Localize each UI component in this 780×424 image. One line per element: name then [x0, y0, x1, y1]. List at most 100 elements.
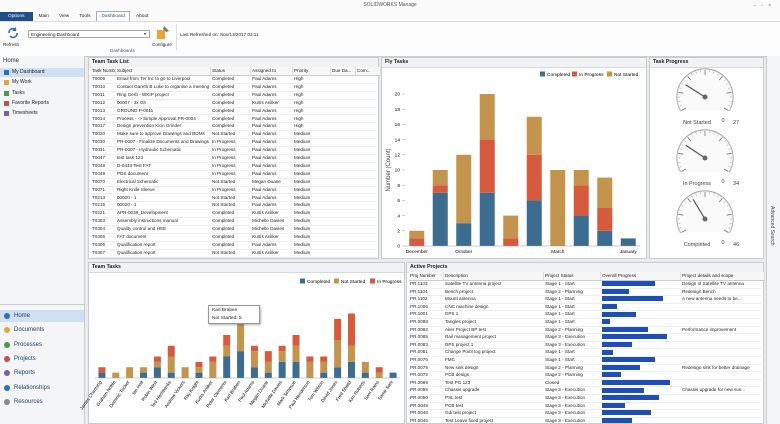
table-cell: Paul Adams: [252, 91, 277, 97]
table-row[interactable]: PR.1102 Mount antenna Stage 1 - Start A new…: [409, 295, 761, 304]
menu-tab[interactable]: About: [135, 13, 149, 19]
nav-item[interactable]: Reports: [0, 367, 84, 379]
table-row[interactable]: T0010 Contact Gareth B Luke to organise a…: [91, 83, 376, 92]
table-row[interactable]: T0306 Qualification report Completed Paul A…: [91, 241, 376, 250]
table-cell: APR-0038_Development: [117, 210, 168, 216]
table-row[interactable]: T0221 APR-0038_Development Completed Kurtis…: [91, 209, 376, 219]
table-row[interactable]: T0012 00007 - 3x Gh Completed Kurtis Anlike…: [91, 99, 376, 108]
table-row[interactable]: PR.0081 Change Point tog project Stage 1 -…: [409, 348, 761, 357]
table-row[interactable]: PR.0075 New sink design Stage 2 - Planning…: [409, 364, 761, 373]
item-label[interactable]: Timesheets: [12, 110, 38, 117]
table-cell: T0013: [92, 107, 106, 113]
table-cell: T0014: [92, 115, 106, 121]
table-row[interactable]: PR.0083 DPS project 1 Stage 3 - Execution: [409, 341, 761, 350]
nav-item[interactable]: Resources: [0, 396, 84, 408]
table-row[interactable]: PR.0085 Rail management project Stage 3 - …: [409, 333, 761, 342]
refresh-label[interactable]: Refresh: [3, 42, 20, 47]
table-row[interactable]: T0031 PR-0007 - Hydraulic Schematic In Pro…: [91, 146, 376, 155]
nav-label[interactable]: Relationships: [14, 384, 51, 391]
table-row[interactable]: PR.1103 Satellite TV antenna project Stage…: [409, 280, 761, 289]
sidebar-item[interactable]: Tasks: [0, 89, 84, 98]
dropdown-arrow[interactable]: ▾: [144, 31, 147, 36]
configure-icon[interactable]: [155, 25, 171, 40]
table-row[interactable]: PR.1006 CNC machine design Stage 1 - Start: [409, 303, 761, 312]
table-row[interactable]: PR.0098 Tangles project Stage 1 - Start: [409, 318, 761, 327]
table-row[interactable]: T0048 D-0443 Test FAT In Progress Paul Adam…: [91, 162, 376, 171]
sidebar-item[interactable]: Timesheets: [0, 109, 84, 118]
nav-label[interactable]: Projects: [14, 355, 36, 362]
table-row[interactable]: PR.0076 FMC Stage 1 - Start: [409, 356, 761, 365]
dashboard-select[interactable]: Engineering Dashboard: [28, 30, 150, 38]
table-row[interactable]: T0304 Quality control and HSE Completed Mic…: [91, 225, 376, 234]
menu-tab[interactable]: Tools: [79, 13, 91, 19]
nav-label[interactable]: Documents: [14, 327, 45, 334]
table-cell: Email from Ter Inc to go to Liverpool: [117, 76, 191, 81]
table-row[interactable]: PR.0072 PCB design Stage 2 - Planning: [409, 371, 761, 380]
table-row[interactable]: T0049 PDS document In Progress Paul Adams Me…: [91, 170, 376, 179]
table-row[interactable]: PR.1001 DPS 1 Stage 1 - Start: [409, 310, 761, 319]
table-row[interactable]: T0014 Process - -> Simple Approval,PR-000…: [91, 115, 376, 124]
table-row[interactable]: T0303 Assembly instructions manual Complet…: [91, 217, 376, 227]
configure-label[interactable]: Configure: [152, 42, 172, 47]
menu-tab[interactable]: View: [58, 13, 70, 19]
menu-tab[interactable]: Main: [38, 13, 49, 19]
nav-item[interactable]: Documents: [0, 324, 84, 336]
table-cell: Completed: [212, 99, 235, 105]
table-row[interactable]: PR.0055 Chassis upgrade Stage 3 - Executio…: [409, 386, 761, 395]
table-row[interactable]: T0030 PR-0007 - Finalize Documents and Dr…: [91, 138, 376, 148]
sidebar-item[interactable]: My Dashboard: [0, 68, 84, 77]
nav-item[interactable]: Processes: [0, 339, 84, 351]
table-row[interactable]: PR.0069 Test PG 123 Closed: [409, 379, 761, 388]
table-row[interactable]: T0307 Qualification report Not Started Kurt…: [91, 249, 376, 258]
table-row[interactable]: T0020 Make sure to approve Drawings and B…: [91, 130, 376, 140]
table-row[interactable]: PR.0045 Test Leave fixed project Stage 3 -…: [409, 417, 761, 424]
table-row[interactable]: PR.0048 Gdi test project Stage 3 - Executi…: [409, 409, 761, 418]
side-tab[interactable]: Advanced Search: [769, 206, 775, 246]
menu-tab[interactable]: Dashboard: [96, 11, 130, 21]
table-row[interactable]: T0017 Design prevention Kion Grinder Compl…: [91, 122, 376, 132]
table-row[interactable]: T0071 Right Knife Sleeve In Progress Paul A…: [91, 186, 376, 195]
item-label[interactable]: My Dashboard: [12, 69, 45, 75]
item-label[interactable]: Favorite Reports: [12, 99, 49, 106]
table-cell: Completed: [212, 218, 235, 224]
nav-label[interactable]: Processes: [14, 341, 43, 348]
table-row[interactable]: T0213 00020 - 1 Not Started Paul Adams Mediu…: [91, 194, 376, 203]
table-row[interactable]: PR.0049 PCB test Stage 3 - Execution: [409, 402, 761, 411]
table-row[interactable]: PR.1104 Bench project Stage 2 - Planning Re…: [409, 288, 761, 297]
nav-item[interactable]: Home: [0, 310, 84, 322]
table-row[interactable]: T0013 GROUND P-0011 Completed Paul Adams Hig…: [91, 107, 376, 116]
item-label[interactable]: My Work: [12, 79, 32, 86]
table-cell: Stage 1 - Start: [545, 303, 575, 309]
table-cell: Kurtis Anliker: [252, 234, 279, 239]
table-row[interactable]: T0305 FAT document Completed Kurtis Anliker…: [91, 233, 376, 242]
table-row[interactable]: T0009 Email from Ter Inc to go to Liverpo…: [91, 75, 376, 84]
table-cell: Paul Adams: [252, 147, 277, 153]
table-row[interactable]: PR.0092 Aker Project BP test Stage 2 - Pla…: [409, 326, 761, 335]
progress-bar: [602, 281, 656, 287]
item-label[interactable]: Tasks: [12, 89, 25, 96]
nav-label[interactable]: Reports: [14, 370, 36, 377]
window-controls[interactable]: –▫×: [753, 3, 776, 9]
nav-item[interactable]: Projects: [0, 353, 84, 365]
table-cell: Qualification report: [117, 249, 156, 255]
nav-label[interactable]: Home: [14, 313, 31, 319]
table-cell: Paul Adams: [252, 155, 277, 160]
table-cell: Bench project: [445, 288, 474, 294]
refresh-icon[interactable]: [6, 26, 20, 40]
table-cell: Redesign sink for better drainage: [682, 364, 750, 370]
nav-item[interactable]: Relationships: [0, 382, 84, 394]
table-cell: Qualification report: [117, 241, 156, 247]
table-cell: Gdi test project: [445, 410, 476, 416]
table-row[interactable]: T0215 00020 - 1 Not Started Paul Adams Mediu…: [91, 201, 376, 211]
table-cell: T0304: [92, 226, 106, 232]
menu-tab[interactable]: Options: [0, 11, 33, 21]
sidebar-item[interactable]: My Work: [0, 78, 84, 87]
table-row[interactable]: PR.0050 PSL test Stage 3 - Execution: [409, 394, 761, 403]
table-row[interactable]: T0070 Electrical Schematic Not Started Mega…: [91, 178, 376, 187]
nav-label[interactable]: Resources: [14, 398, 43, 405]
table-cell: Design prevention Kion Grinder: [117, 123, 182, 129]
table-row[interactable]: T0011 Ring Gerb - WKIP project Completed Pa…: [91, 91, 376, 100]
table-row[interactable]: T0047 test task 123 In Progress Paul Adams M…: [91, 154, 376, 163]
sidebar-item[interactable]: Favorite Reports: [0, 99, 84, 108]
progress-bar: [602, 380, 671, 386]
